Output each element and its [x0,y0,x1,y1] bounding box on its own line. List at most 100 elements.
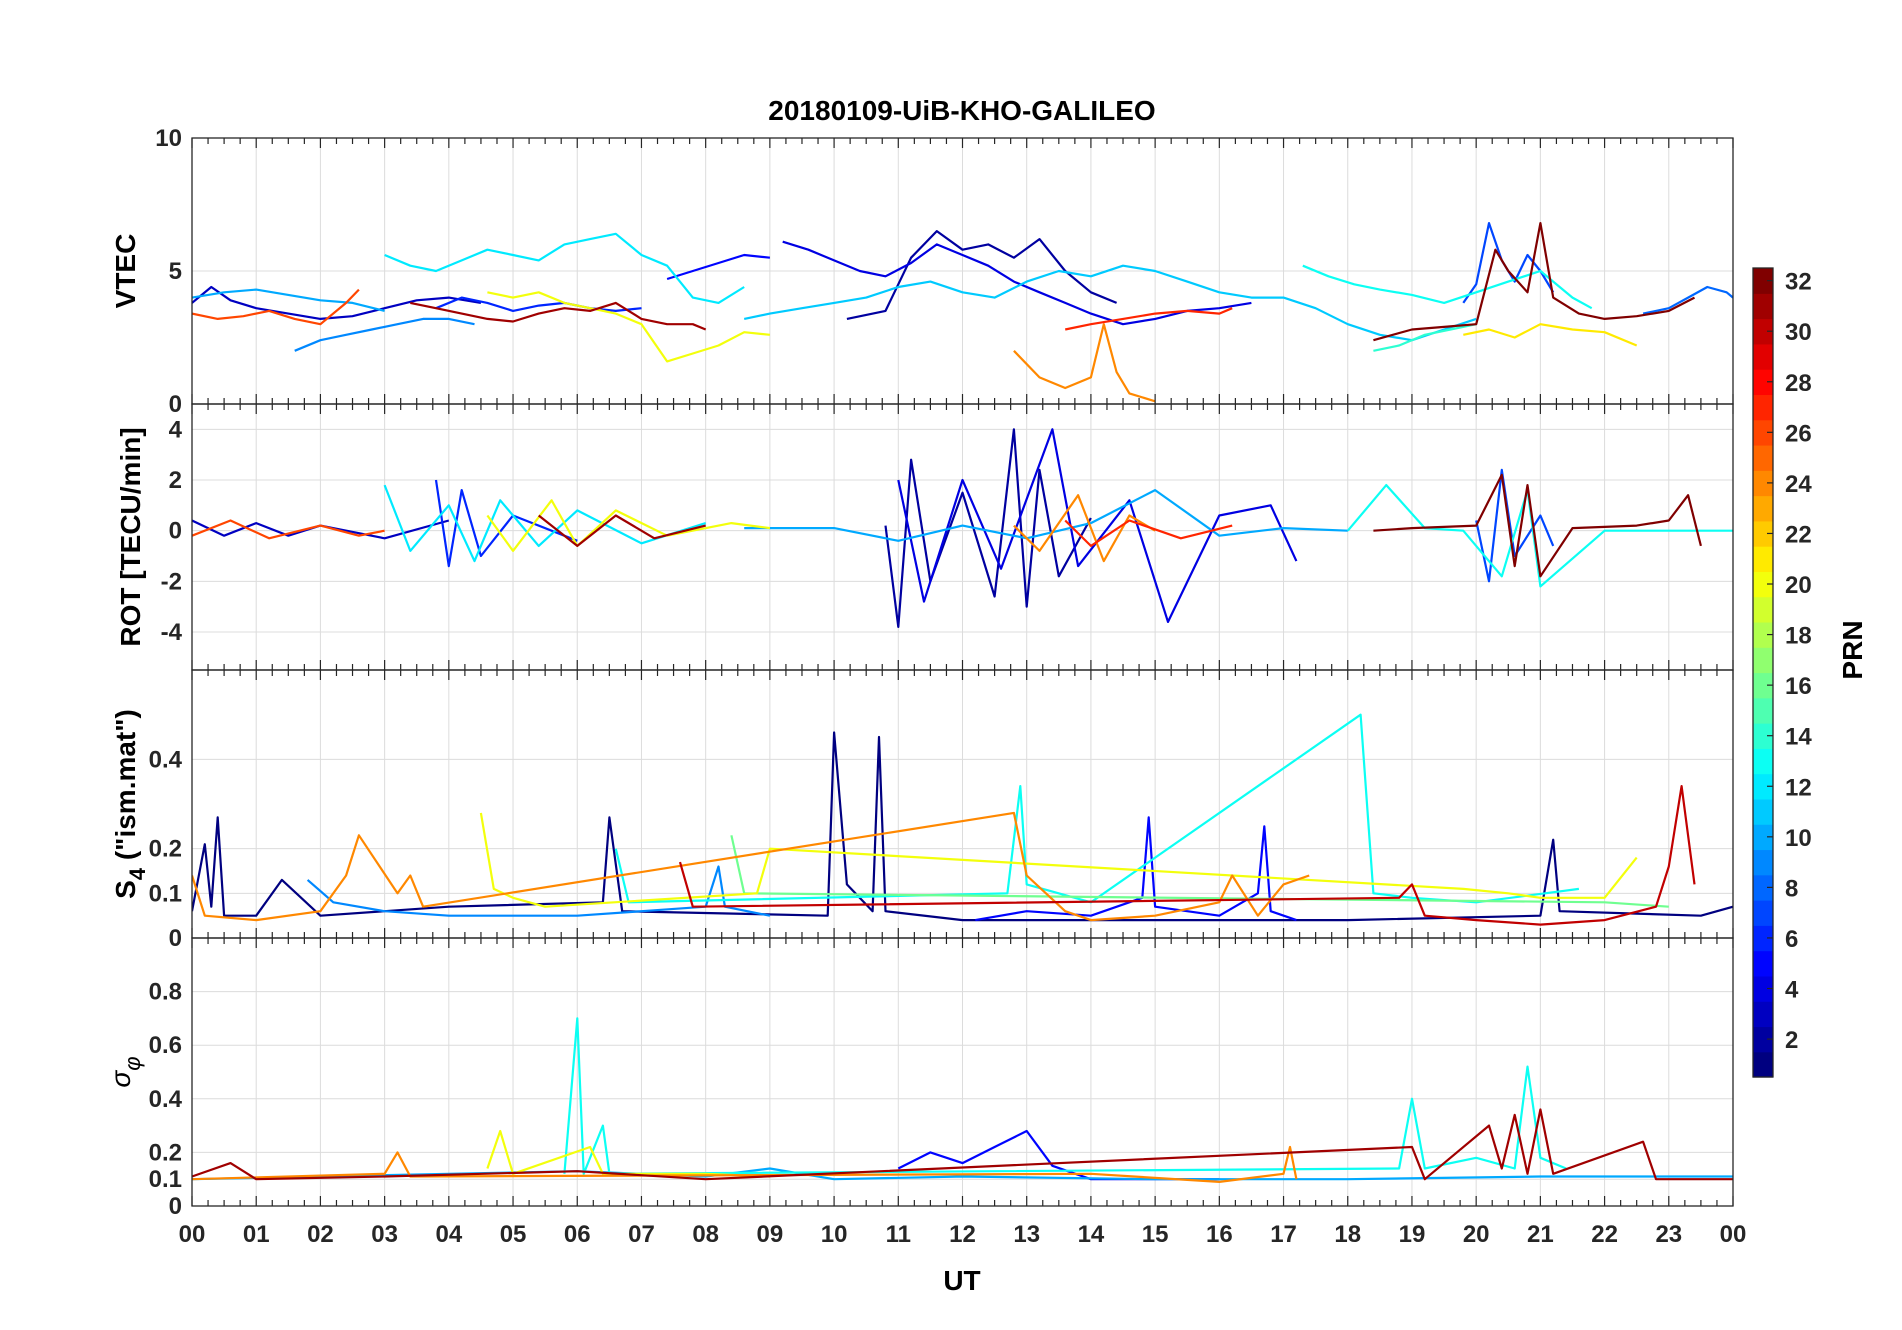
colorbar-tick-label: 24 [1785,471,1812,498]
axes-frame [191,937,1734,1207]
colorbar-band [1753,546,1773,572]
colorbar-band [1753,1026,1773,1053]
series-prn-32 [1373,222,1696,342]
colorbar-band [1753,369,1773,396]
series-prn-24 [192,811,1310,922]
x-tick-label: 02 [307,1221,334,1248]
colorbar-band [1753,647,1773,674]
y-tick-label: 0.4 [149,746,183,773]
chart-title: 20180109-UiB-KHO-GALILEO [768,95,1155,126]
x-tick-label: 18 [1334,1221,1361,1248]
colorbar-band [1753,925,1773,952]
series-prn-26 [192,288,360,326]
y-tick-label: 0 [169,391,182,418]
colorbar-tick-label: 18 [1785,623,1812,650]
x-tick-label: 11 [886,1221,911,1248]
series-prn-5 [975,816,1297,922]
series-prn-12 [383,484,707,563]
x-tick-label: 06 [564,1221,591,1248]
series-prn-30 [678,784,1696,926]
y-tick-label: 5 [169,258,182,285]
y-tick-label: 0 [169,925,182,952]
colorbar-band [1753,470,1773,497]
x-axis-label: UT [943,1265,980,1296]
series-prn-27 [1064,307,1233,331]
series-prn-9 [294,317,475,352]
colorbar-band [1753,394,1773,421]
y-axis-label-rest: ("ism.mat") [110,709,141,868]
series-prn-20 [487,291,771,363]
series-prn-4 [897,428,1298,624]
colorbar-tick-label: 28 [1785,370,1812,397]
colorbar-band [1753,773,1773,800]
colorbar-band [1753,975,1773,1002]
y-tick-label: 0.2 [149,1139,182,1166]
x-tick-label: 14 [1078,1221,1105,1248]
colorbar-band [1753,1001,1773,1028]
series-prn-7 [1462,222,1555,304]
y-axis-label-main: S [110,880,141,899]
series-prn-31 [192,1108,1733,1181]
series-prn-6 [434,479,578,568]
series-prn-32 [1373,473,1702,578]
series-prn-13 [614,713,1580,904]
colorbar-band [1753,1051,1773,1078]
colorbar-band [1753,520,1773,547]
y-axis-label-main: σ [105,1070,136,1088]
series-prn-2 [884,428,1092,629]
x-tick-label: 10 [821,1221,848,1248]
series-prn-1 [192,731,1733,922]
x-tick-label: 03 [371,1221,398,1248]
y-tick-label: 10 [155,125,182,152]
colorbar-band [1753,293,1773,320]
series-prn-20 [479,812,1638,908]
colorbar-tick-label: 14 [1785,724,1812,751]
y-tick-label: -2 [161,568,182,595]
series-prn-5 [666,253,771,281]
series-prn-3 [192,519,450,540]
y-axis-label-rot: ROT [TECU/min] [115,427,146,646]
y-axis-label-subscript: φ [120,1056,145,1070]
colorbar-tick-label: 16 [1785,673,1812,700]
colorbar-tick-label: 8 [1785,875,1798,902]
colorbar-band [1753,798,1773,825]
y-tick-label: 0 [169,1193,182,1220]
series-prn-3 [192,285,482,320]
colorbar-tick-label: 22 [1785,521,1812,548]
series-prn-24 [1013,494,1156,563]
x-tick-label: 07 [628,1221,655,1248]
colorbar-band [1753,874,1773,901]
colorbar-tick-label: 6 [1785,926,1798,953]
series-prn-5 [897,1129,1220,1181]
series-prn-9 [306,865,771,917]
y-axis-label-s4: S4 ("ism.mat") [110,709,150,899]
y-tick-label: 0.1 [149,1166,182,1193]
y-tick-label: 0.1 [149,880,182,907]
colorbar-band [1753,697,1773,724]
x-tick-label: 21 [1527,1221,1554,1248]
series-prn-24 [192,1145,1298,1184]
series-prn-16 [730,835,1669,908]
series-prn-14 [1373,323,1477,352]
series-prn-20 [486,499,771,553]
y-tick-label: -4 [161,619,183,646]
colorbar-frame [1752,267,1774,1078]
x-tick-label: 09 [757,1221,784,1248]
colorbar-tick-label: 12 [1785,774,1812,801]
series-group [192,222,1733,403]
x-tick-label: 17 [1270,1221,1297,1248]
colorbar-band [1753,723,1773,749]
y-tick-label: 0.8 [149,979,182,1006]
x-tick-label: 08 [692,1221,719,1248]
series-prn-20 [486,1129,770,1178]
series-prn-11 [743,264,1477,342]
colorbar-tick-label: 26 [1785,420,1812,447]
series-prn-2 [846,230,1118,320]
x-tick-label: 22 [1591,1221,1618,1248]
y-axis-label-subscript: 4 [125,867,150,880]
colorbar-tick-label: 10 [1785,825,1812,852]
x-tick-label: 20 [1463,1221,1490,1248]
series-prn-27 [1064,519,1233,548]
